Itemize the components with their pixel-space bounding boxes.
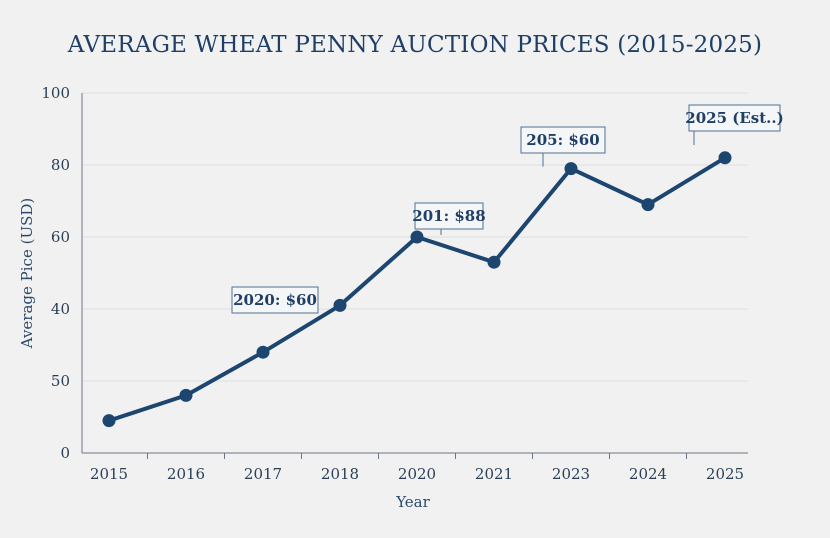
x-tick-label: 2016: [167, 465, 205, 483]
annotation-callout: 2020: $60: [231, 286, 319, 314]
y-axis-label: Average Pice (USD): [18, 198, 36, 350]
annotation-text: 201: $88: [412, 207, 485, 225]
x-tick-label: 2021: [475, 465, 513, 483]
data-point: [487, 255, 501, 269]
x-tick-label: 2017: [244, 465, 282, 483]
annotation-text: 2025 (Est..): [685, 109, 783, 127]
data-point: [333, 298, 347, 312]
data-point: [179, 388, 193, 402]
y-tick-label: 80: [51, 156, 70, 174]
x-tick-label: 2025: [706, 465, 744, 483]
annotation-box: [520, 126, 606, 154]
x-tick-label: 2020: [398, 465, 436, 483]
y-tick-label: 100: [41, 84, 70, 102]
x-tick-label: 2023: [552, 465, 590, 483]
y-tick-label: 0: [60, 444, 70, 462]
annotation-text: 2020: $60: [233, 291, 317, 309]
data-point: [410, 230, 424, 244]
annotation-box: [414, 202, 484, 230]
data-point: [102, 414, 116, 428]
y-tick-label: 60: [51, 228, 70, 246]
y-tick-label: 40: [51, 300, 70, 318]
x-tick-label: 2015: [90, 465, 128, 483]
x-tick-label: 2024: [629, 465, 667, 483]
chart-title: AVERAGE WHEAT PENNY AUCTION PRICES (2015…: [67, 32, 763, 58]
x-axis-label: Year: [395, 493, 430, 511]
annotation-callout: 201: $88: [412, 202, 486, 235]
annotation-callout: 205: $60: [520, 126, 606, 167]
annotation-box: [688, 104, 781, 132]
data-point: [641, 198, 655, 212]
annotation-callout: 2025 (Est..): [685, 104, 784, 145]
data-point: [564, 162, 578, 176]
data-point: [718, 151, 732, 165]
annotation-box: [231, 286, 319, 314]
y-tick-label: 50: [51, 372, 70, 390]
data-point: [256, 345, 270, 359]
x-tick-label: 2018: [321, 465, 359, 483]
annotation-text: 205: $60: [526, 131, 599, 149]
